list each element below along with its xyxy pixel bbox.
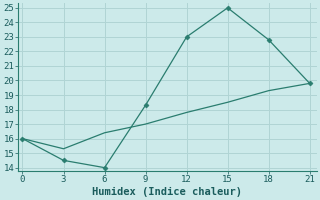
X-axis label: Humidex (Indice chaleur): Humidex (Indice chaleur) xyxy=(92,186,243,197)
